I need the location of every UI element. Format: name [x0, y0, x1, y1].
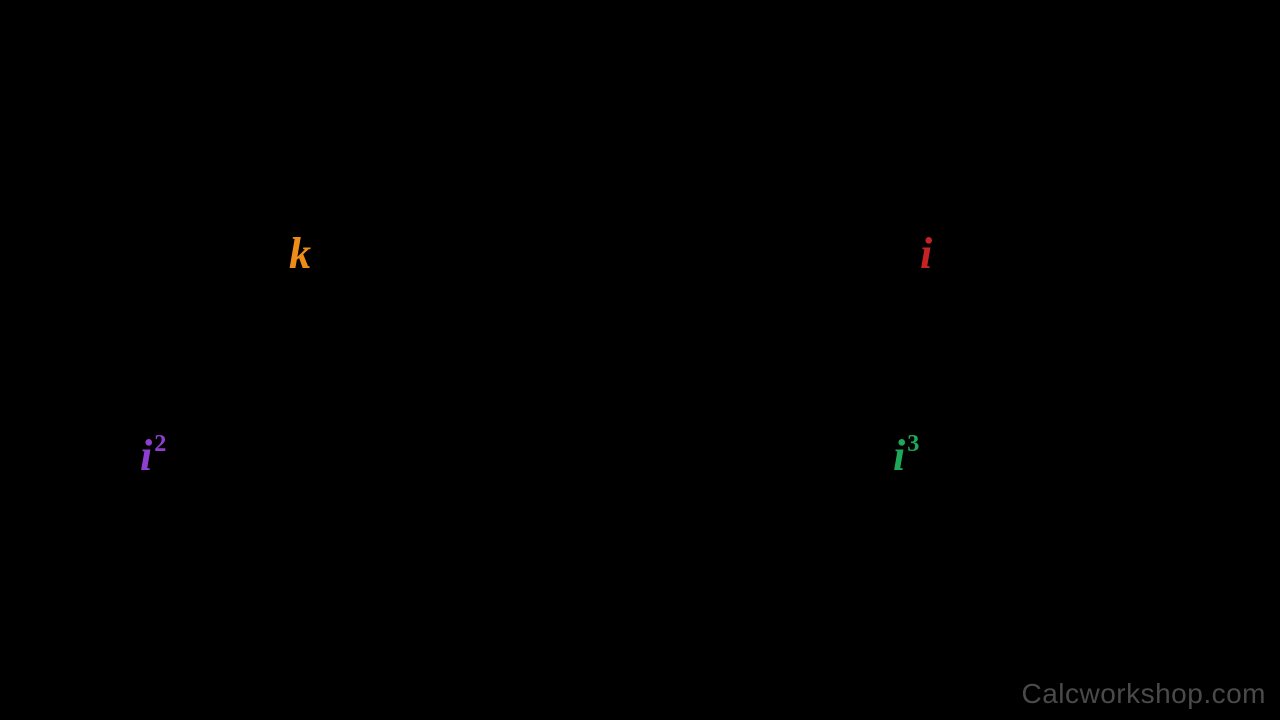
symbol-i-squared: i2 [140, 434, 166, 478]
symbol-i2-base: i [140, 431, 152, 480]
symbol-i3-base: i [893, 431, 905, 480]
symbol-i-cubed: i3 [893, 434, 919, 478]
symbol-i-base: i [920, 229, 932, 278]
symbol-i3-exponent: 3 [907, 430, 919, 457]
diagram-stage: k i i2 i3 Calcworkshop.com [0, 0, 1280, 720]
watermark: Calcworkshop.com [1021, 678, 1266, 710]
symbol-k-base: k [289, 229, 311, 278]
symbol-i: i [920, 232, 932, 276]
symbol-k: k [289, 232, 311, 276]
symbol-i2-exponent: 2 [154, 430, 166, 457]
